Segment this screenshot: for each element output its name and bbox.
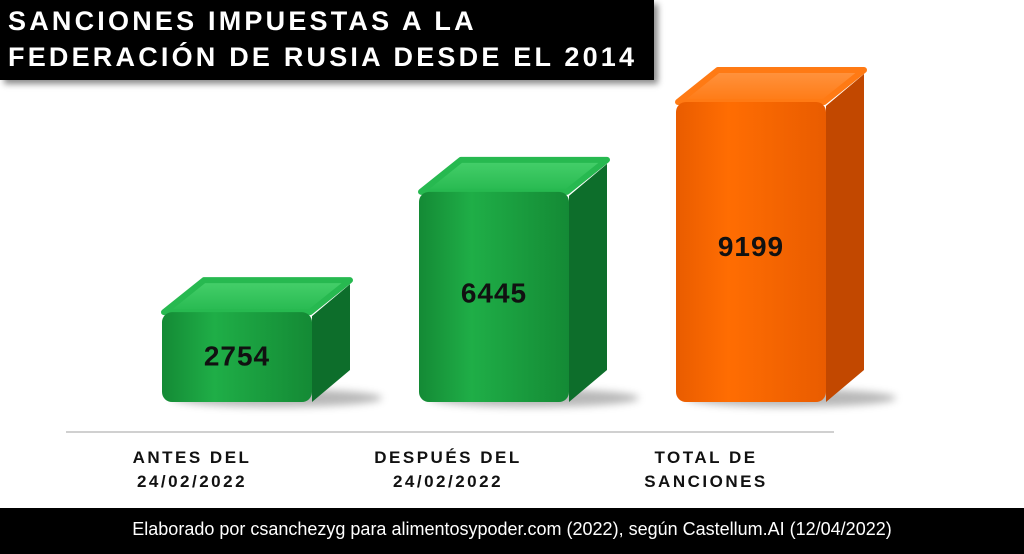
- bar-value-label: 9199: [718, 231, 784, 262]
- bar-front-face: [419, 191, 569, 402]
- bar-chart: 2754 6445 9199: [66, 67, 896, 433]
- category-label-line: SANCIONES: [644, 472, 768, 491]
- bar-1: 6445: [418, 156, 639, 407]
- category-label-line: ANTES DEL: [132, 448, 252, 467]
- bar-front-face: [676, 102, 826, 402]
- bar-front-face: [162, 312, 312, 402]
- category-label-line: DESPUÉS DEL: [374, 448, 522, 467]
- category-label-antes: ANTES DEL 24/02/2022: [82, 446, 302, 494]
- category-label-despues: DESPUÉS DEL 24/02/2022: [338, 446, 558, 494]
- bar-top-face: [675, 67, 867, 105]
- category-label-line: 24/02/2022: [392, 472, 504, 491]
- bar-side-face: [569, 163, 607, 402]
- bar-value-label: 6445: [461, 278, 527, 309]
- source-footer: Elaborado por csanchezyg para alimentosy…: [0, 508, 1024, 554]
- bar-side-face: [826, 74, 864, 402]
- category-label-line: 24/02/2022: [136, 472, 248, 491]
- chart-title-line-1: SANCIONES IMPUESTAS A LA: [8, 6, 477, 36]
- bar-0: 2754: [161, 277, 382, 407]
- category-label-line: TOTAL DE: [654, 448, 758, 467]
- title-box: SANCIONES IMPUESTAS A LA FEDERACIÓN DE R…: [0, 0, 654, 80]
- bar-top-face: [418, 156, 610, 195]
- bar-2: 9199: [675, 67, 896, 407]
- bar-top-face: [161, 277, 353, 316]
- bar-side-face: [312, 284, 350, 402]
- category-label-total: TOTAL DE SANCIONES: [596, 446, 816, 494]
- chart-title-line-2: FEDERACIÓN DE RUSIA DESDE EL 2014: [8, 42, 638, 72]
- bar-value-label: 2754: [204, 340, 270, 371]
